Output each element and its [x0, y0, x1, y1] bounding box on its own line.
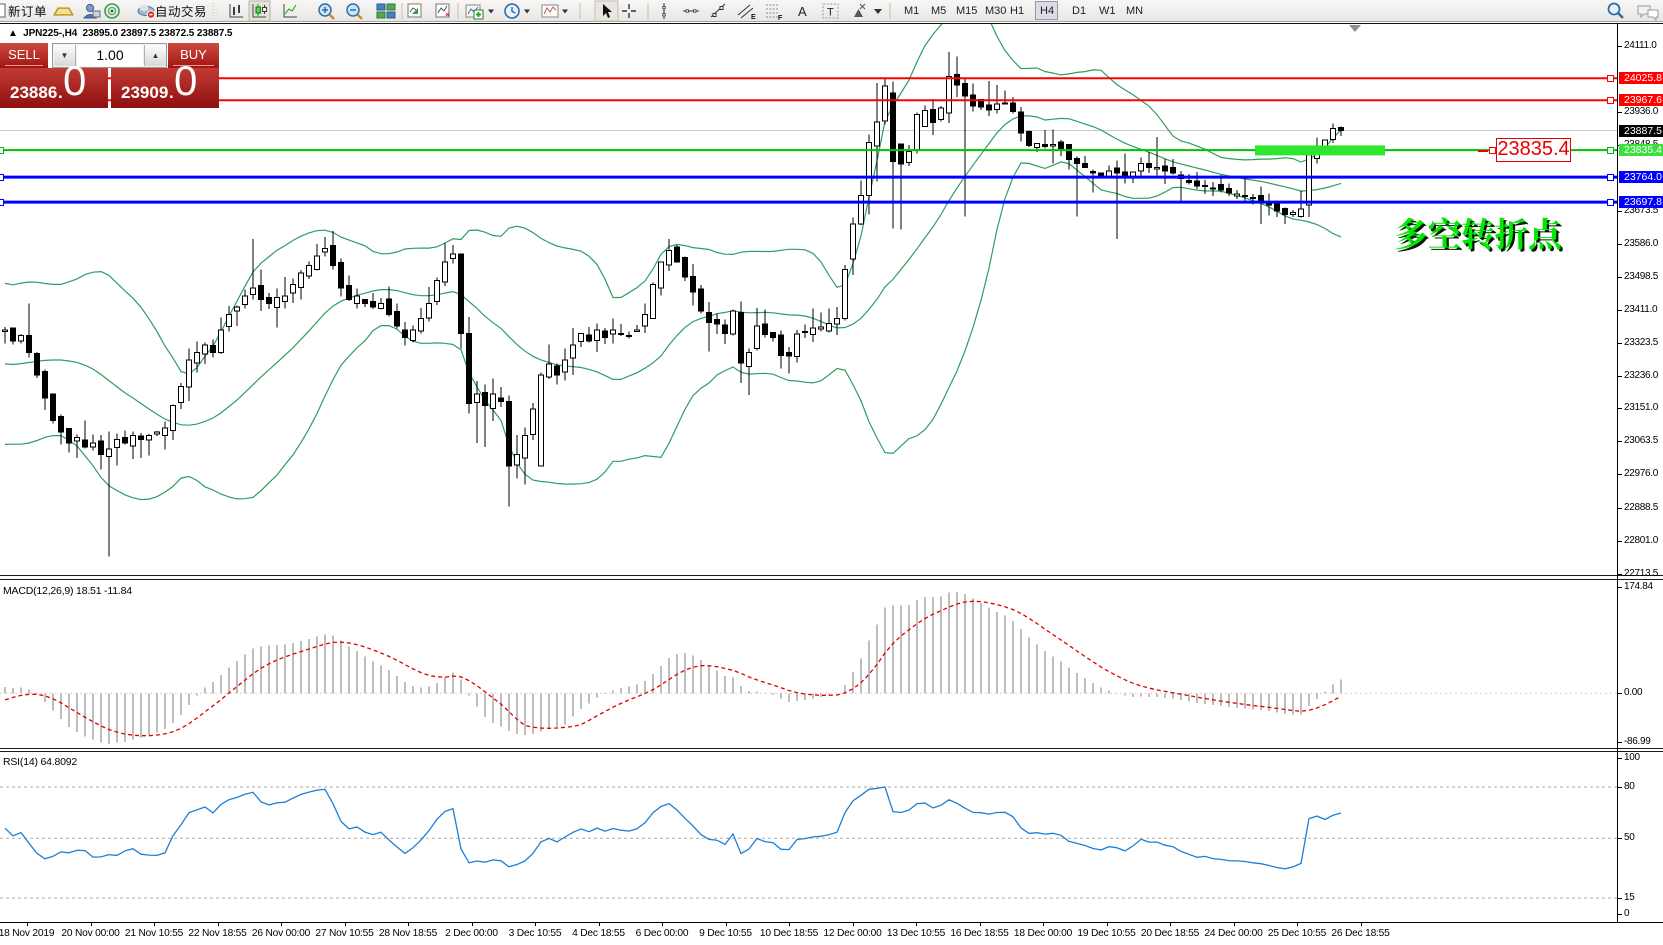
svg-text:F: F — [778, 15, 783, 22]
svg-text:T: T — [827, 7, 834, 19]
svg-text:A: A — [798, 4, 807, 19]
svg-text:E: E — [751, 14, 756, 21]
